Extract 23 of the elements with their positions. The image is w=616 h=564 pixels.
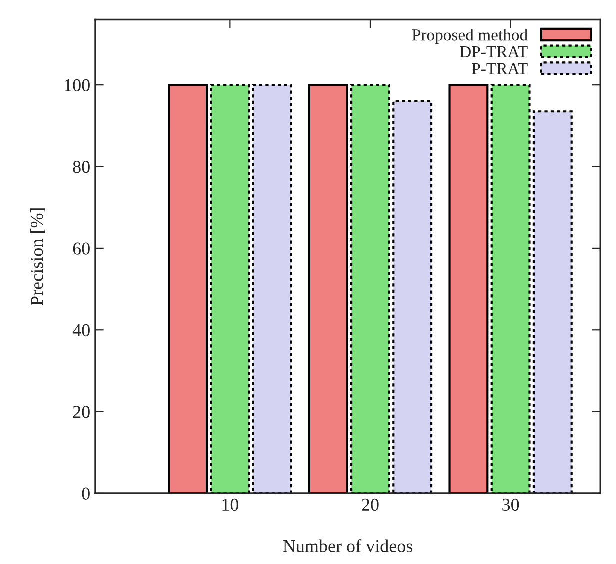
y-tick-label: 100: [65, 79, 90, 92]
legend-label: DP-TRAT: [460, 46, 528, 58]
x-tick-label: 30: [502, 498, 520, 512]
bar: [448, 84, 489, 494]
y-tick-label: 40: [72, 324, 90, 337]
y-tick-label: 0: [82, 488, 90, 500]
x-tick-label: 10: [222, 498, 239, 512]
y-tick-label: 20: [73, 406, 90, 418]
y-tick-label: 80: [73, 161, 90, 174]
bar: [210, 84, 250, 494]
bar: [350, 84, 390, 494]
x-tick-label: 20: [362, 498, 379, 512]
bar: [252, 84, 292, 494]
y-tick-label: 60: [73, 242, 90, 255]
bar: [168, 84, 208, 494]
y-axis-title: Precision [%]: [30, 208, 46, 306]
bar: [392, 100, 433, 494]
bar: [308, 84, 348, 494]
x-axis-title: Number of videos: [283, 540, 413, 552]
legend-label: P-TRAT: [472, 63, 528, 74]
bar: [532, 110, 573, 494]
legend-label: Proposed method: [412, 29, 528, 44]
bar: [490, 84, 531, 494]
